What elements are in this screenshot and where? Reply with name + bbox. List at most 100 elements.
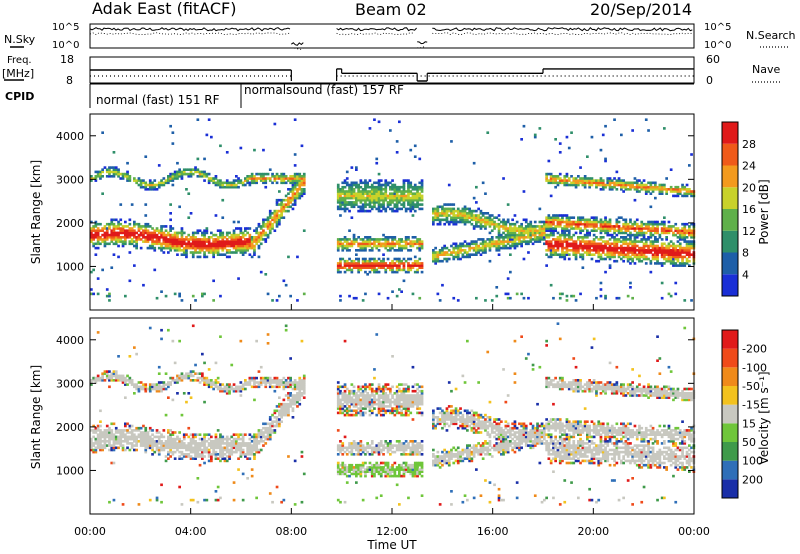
- data-cell: [205, 238, 209, 241]
- data-cell: [196, 246, 200, 250]
- data-cell: [171, 376, 175, 380]
- data-cell: [146, 444, 150, 447]
- data-cell: [191, 255, 195, 259]
- data-cell: [212, 253, 215, 256]
- data-cell: [511, 231, 514, 235]
- data-cell: [264, 431, 268, 434]
- data-cell: [293, 118, 297, 121]
- data-cell: [690, 244, 693, 248]
- data-cell: [191, 233, 195, 237]
- data-cell: [284, 413, 288, 417]
- data-cell: [377, 242, 381, 246]
- data-cell: [282, 181, 286, 185]
- data-cell: [266, 381, 270, 384]
- data-cell: [656, 185, 659, 189]
- data-cell: [112, 374, 116, 378]
- data-cell: [520, 233, 523, 237]
- data-cell: [212, 179, 215, 182]
- data-cell: [194, 379, 197, 382]
- colorbar-tick-label: 28: [742, 138, 756, 151]
- data-cell: [162, 385, 166, 389]
- data-cell: [228, 231, 231, 235]
- data-cell: [656, 238, 659, 241]
- data-cell: [631, 246, 634, 250]
- data-cell: [196, 157, 200, 161]
- data-cell: [255, 181, 258, 185]
- data-cell: [495, 294, 499, 298]
- data-cell: [345, 201, 349, 204]
- data-cell: [273, 229, 277, 232]
- data-cell: [207, 459, 211, 463]
- data-cell: [545, 216, 548, 219]
- data-cell: [99, 431, 102, 434]
- data-cell: [148, 385, 152, 389]
- data-cell: [112, 166, 116, 169]
- data-cell: [339, 194, 342, 198]
- data-cell: [194, 440, 197, 443]
- data-cell: [121, 225, 125, 228]
- data-cell: [502, 238, 505, 241]
- data-cell: [214, 435, 218, 439]
- data-cell: [90, 233, 93, 237]
- data-cell: [563, 183, 567, 187]
- data-cell: [341, 244, 345, 248]
- data-cell: [212, 279, 215, 283]
- data-cell: [198, 444, 202, 447]
- data-cell: [690, 190, 693, 193]
- data-cell: [355, 203, 358, 206]
- data-cell: [92, 233, 95, 237]
- data-cell: [570, 220, 573, 224]
- data-cell: [599, 238, 603, 241]
- data-cell: [622, 225, 625, 228]
- data-cell: [536, 240, 539, 243]
- data-cell: [683, 229, 687, 232]
- data-cell: [182, 446, 186, 450]
- data-cell: [92, 448, 95, 452]
- data-cell: [438, 222, 442, 226]
- data-cell: [683, 251, 687, 254]
- data-cell: [189, 170, 193, 174]
- data-cell: [520, 240, 523, 243]
- data-cell: [273, 179, 277, 182]
- data-cell: [230, 387, 234, 391]
- data-cell: [610, 188, 614, 191]
- nsearch-label: N.Search: [746, 29, 796, 42]
- data-cell: [418, 188, 422, 191]
- data-cell: [232, 437, 236, 441]
- data-cell: [259, 379, 263, 382]
- data-cell: [690, 194, 693, 198]
- data-cell: [500, 240, 503, 243]
- data-cell: [590, 222, 594, 226]
- data-cell: [241, 231, 245, 235]
- data-cell: [112, 168, 116, 171]
- data-cell: [160, 442, 163, 445]
- data-cell: [137, 227, 141, 230]
- data-cell: [135, 236, 138, 239]
- data-cell: [110, 236, 114, 239]
- data-cell: [212, 453, 215, 456]
- data-cell: [216, 376, 220, 380]
- data-cell: [273, 411, 277, 415]
- data-cell: [382, 188, 385, 191]
- data-cell: [357, 266, 360, 269]
- data-cell: [416, 201, 419, 204]
- data-cell: [271, 175, 274, 178]
- data-cell: [278, 198, 281, 202]
- data-cell: [620, 188, 623, 191]
- data-cell: [626, 233, 630, 237]
- data-cell: [466, 253, 469, 256]
- data-cell: [219, 387, 222, 391]
- data-cell: [130, 227, 134, 230]
- data-cell: [205, 246, 209, 250]
- data-cell: [642, 183, 646, 187]
- data-cell: [219, 253, 222, 256]
- data-cell: [520, 229, 523, 232]
- data-cell: [180, 379, 184, 382]
- data-cell: [629, 236, 632, 239]
- data-cell: [244, 177, 247, 180]
- data-cell: [667, 229, 671, 232]
- data-cell: [377, 194, 381, 198]
- data-cell: [348, 238, 351, 241]
- data-cell: [164, 238, 168, 241]
- data-cell: [153, 179, 157, 182]
